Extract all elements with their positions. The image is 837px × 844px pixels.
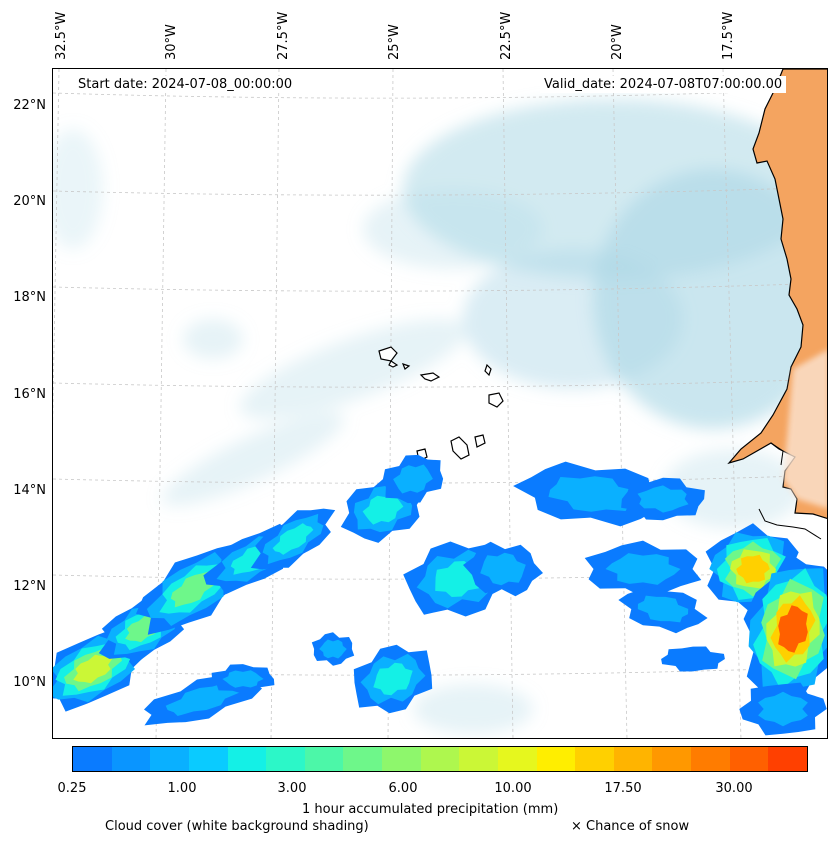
precipitation-contour (222, 670, 264, 688)
lat-label-10n: 10°N (13, 675, 46, 690)
colorbar-tick-17-50: 17.50 (604, 781, 642, 796)
lat-label-22n: 22°N (13, 98, 46, 113)
precipitation-contour (736, 554, 770, 584)
precipitation-contour (758, 691, 808, 727)
lon-label-32-5w: 32.5°W (54, 11, 69, 60)
colorbar-tick-10-00: 10.00 (494, 781, 532, 796)
colorbar-swatch (729, 747, 769, 771)
colorbar-swatch (459, 747, 498, 771)
lon-label-20w: 20°W (610, 24, 625, 60)
colorbar-swatch (150, 747, 189, 771)
colorbar-swatch (768, 747, 807, 771)
colorbar-swatch (613, 747, 653, 771)
start-date-label: Start date: 2024-07-08_00:00:00 (74, 76, 297, 93)
cape-verde-islands (378, 346, 504, 462)
precipitation-contour (362, 493, 404, 525)
colorbar-swatch (652, 747, 691, 771)
colorbar-tick-30-00: 30.00 (715, 781, 753, 796)
colorbar-tick-1-00: 1.00 (167, 781, 197, 796)
colorbar-tick-3-00: 3.00 (277, 781, 307, 796)
lat-label-12n: 12°N (13, 579, 46, 594)
colorbar-swatch (188, 747, 228, 771)
cloud-cover-legend: Cloud cover (white background shading) (105, 819, 369, 834)
precipitation-colorbar (72, 746, 808, 772)
precipitation-contour (73, 654, 113, 684)
lon-label-22-5w: 22.5°W (499, 11, 514, 60)
colorbar-swatch (227, 747, 267, 771)
colorbar-tick-6-00: 6.00 (388, 781, 418, 796)
precipitation-contour (480, 552, 526, 586)
cloud-cover-shading (53, 99, 827, 734)
colorbar-swatch (266, 747, 305, 771)
colorbar-tick-0-25: 0.25 (57, 781, 87, 796)
snow-legend: × Chance of snow (571, 819, 690, 834)
colorbar-swatch (420, 747, 460, 771)
map-canvas (53, 69, 827, 738)
precipitation-contour (319, 639, 347, 659)
precipitation-contour (637, 485, 689, 513)
colorbar-swatch (536, 747, 576, 771)
precipitation-field (53, 454, 827, 736)
colorbar-swatch (497, 747, 537, 771)
colorbar-label: 1 hour accumulated precipitation (mm) (302, 802, 559, 817)
precipitation-contour (548, 476, 638, 512)
valid-date-label: Valid_date: 2024-07-08T07:00:00.00 (540, 76, 787, 93)
precipitation-contour (165, 682, 241, 716)
colorbar-swatch (73, 747, 112, 771)
precipitation-contour (272, 523, 314, 555)
precipitation-contour (373, 662, 413, 696)
lon-label-27-5w: 27.5°W (276, 11, 291, 60)
lon-label-25w: 25°W (387, 24, 402, 60)
colorbar-swatch (575, 747, 614, 771)
lat-label-18n: 18°N (13, 290, 46, 305)
colorbar-swatch (304, 747, 344, 771)
precipitation-contour (637, 595, 689, 623)
precipitation-contour (605, 553, 681, 585)
precipitation-contour (778, 605, 808, 653)
precipitation-contour (170, 570, 216, 608)
colorbar-swatch (382, 747, 421, 771)
lat-label-16n: 16°N (13, 387, 46, 402)
lon-label-17-5w: 17.5°W (721, 11, 736, 60)
colorbar-swatch (111, 747, 151, 771)
map-panel[interactable] (52, 68, 828, 739)
lat-label-20n: 20°N (13, 194, 46, 209)
precipitation-contour (661, 646, 725, 672)
lon-label-30w: 30°W (164, 24, 179, 60)
colorbar-swatch (691, 747, 730, 771)
precipitation-contour (393, 464, 433, 494)
colorbar-swatch (343, 747, 382, 771)
lat-label-14n: 14°N (13, 483, 46, 498)
